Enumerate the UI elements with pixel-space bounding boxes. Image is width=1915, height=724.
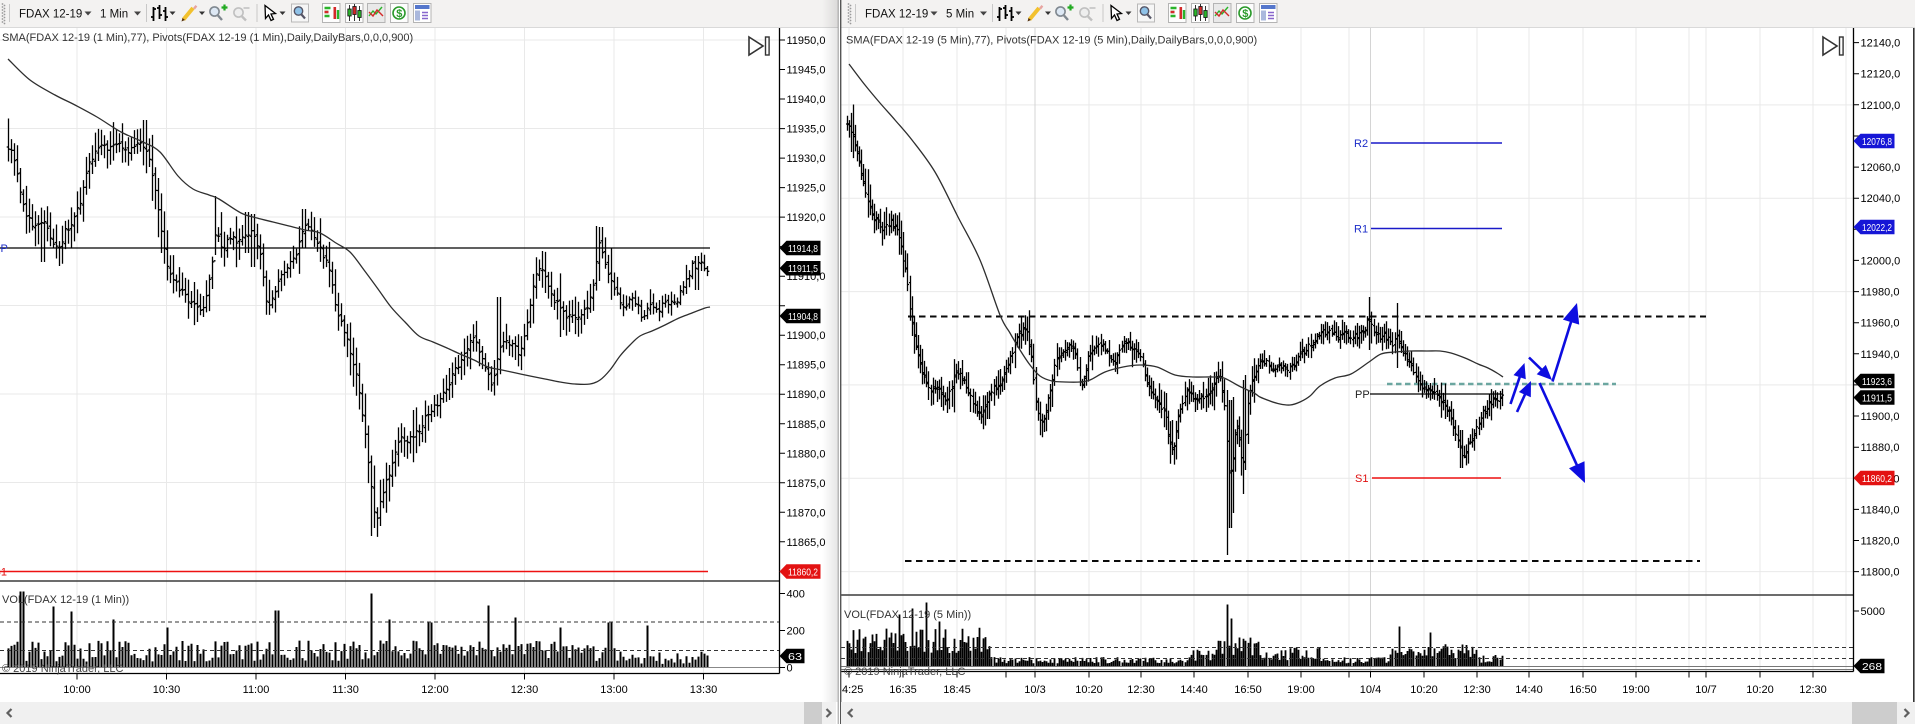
svg-text:14:40: 14:40 — [1180, 684, 1208, 696]
svg-text:PP: PP — [1355, 389, 1370, 401]
svg-text:11911,5: 11911,5 — [1862, 392, 1892, 404]
svg-text:13:30: 13:30 — [690, 684, 718, 696]
svg-text:$: $ — [1242, 8, 1248, 20]
svg-text:5 Min: 5 Min — [946, 9, 974, 21]
svg-text:VOL(FDAX 12-19 (1 Min)): VOL(FDAX 12-19 (1 Min)) — [2, 594, 129, 606]
svg-text:12060,0: 12060,0 — [1861, 162, 1901, 174]
svg-text:11950,0: 11950,0 — [787, 35, 826, 47]
svg-text:11930,0: 11930,0 — [787, 153, 826, 165]
svg-text:11820,0: 11820,0 — [1861, 536, 1900, 548]
svg-text:400: 400 — [787, 589, 805, 601]
svg-text:12076,8: 12076,8 — [1862, 136, 1892, 148]
svg-text:14:40: 14:40 — [1515, 684, 1543, 696]
svg-text:12:30: 12:30 — [511, 684, 539, 696]
svg-text:11895,0: 11895,0 — [787, 360, 826, 372]
svg-text:S1: S1 — [0, 567, 7, 579]
svg-text:11:00: 11:00 — [243, 684, 270, 696]
svg-text:VOL(FDAX 12-19 (5 Min)): VOL(FDAX 12-19 (5 Min)) — [844, 609, 971, 621]
svg-text:11911,5: 11911,5 — [788, 263, 818, 275]
svg-text:R1: R1 — [1354, 224, 1368, 236]
svg-text:11960,0: 11960,0 — [1861, 318, 1900, 330]
svg-text:11880,0: 11880,0 — [1861, 442, 1900, 454]
svg-text:12100,0: 12100,0 — [1861, 100, 1901, 112]
svg-text:11800,0: 11800,0 — [1861, 567, 1900, 579]
svg-text:© 2019 NinjaTrader, LLC: © 2019 NinjaTrader, LLC — [2, 663, 123, 675]
svg-text:11900,0: 11900,0 — [787, 330, 826, 342]
svg-text:12:30: 12:30 — [1127, 684, 1155, 696]
svg-text:11860,2: 11860,2 — [1862, 473, 1892, 485]
svg-text:11935,0: 11935,0 — [787, 124, 826, 136]
svg-text:11885,0: 11885,0 — [787, 419, 826, 431]
svg-text:11914,8: 11914,8 — [788, 243, 818, 255]
svg-text:$: $ — [396, 8, 402, 20]
svg-text:11920,0: 11920,0 — [787, 212, 826, 224]
svg-text:11865,0: 11865,0 — [787, 537, 826, 549]
svg-text:0: 0 — [787, 663, 793, 675]
svg-text:268: 268 — [1862, 661, 1882, 673]
svg-text:11875,0: 11875,0 — [787, 478, 826, 490]
svg-text:12022,2: 12022,2 — [1862, 222, 1892, 234]
svg-text:11860,2: 11860,2 — [788, 566, 818, 578]
svg-text:12040,0: 12040,0 — [1861, 193, 1901, 205]
svg-text:12120,0: 12120,0 — [1861, 69, 1901, 81]
svg-text:16:50: 16:50 — [1569, 684, 1597, 696]
svg-text:1 Min: 1 Min — [100, 9, 128, 21]
svg-text:19:00: 19:00 — [1622, 684, 1650, 696]
svg-text:11890,0: 11890,0 — [787, 389, 826, 401]
svg-text:5000: 5000 — [1861, 606, 1885, 618]
svg-text:18:45: 18:45 — [943, 684, 971, 696]
svg-text:16:35: 16:35 — [889, 684, 917, 696]
svg-text:11925,0: 11925,0 — [787, 183, 826, 195]
svg-text:11900,0: 11900,0 — [1861, 411, 1900, 423]
svg-text:P: P — [1, 243, 8, 255]
svg-text:11880,0: 11880,0 — [787, 448, 826, 460]
svg-text:12000,0: 12000,0 — [1861, 255, 1901, 267]
svg-text:12:30: 12:30 — [1799, 684, 1827, 696]
svg-text:13:00: 13:00 — [600, 684, 628, 696]
svg-text:FDAX 12-19: FDAX 12-19 — [19, 9, 82, 21]
svg-text:© 2019 NinjaTrader, LLC: © 2019 NinjaTrader, LLC — [844, 666, 965, 678]
svg-text:11904,8: 11904,8 — [788, 311, 818, 323]
svg-text:11923,6: 11923,6 — [1862, 376, 1892, 388]
svg-text:11980,0: 11980,0 — [1861, 287, 1900, 299]
svg-text:10:20: 10:20 — [1410, 684, 1438, 696]
svg-text:R2: R2 — [1354, 138, 1368, 150]
svg-text:10:20: 10:20 — [1746, 684, 1774, 696]
svg-text:11840,0: 11840,0 — [1861, 504, 1900, 516]
svg-text:10:00: 10:00 — [63, 684, 91, 696]
svg-text:10/4: 10/4 — [1360, 684, 1381, 696]
svg-text:SMA(FDAX 12-19 (5 Min),77), Pi: SMA(FDAX 12-19 (5 Min),77), Pivots(FDAX … — [846, 35, 1257, 47]
svg-text:SMA(FDAX 12-19 (1 Min),77), Pi: SMA(FDAX 12-19 (1 Min),77), Pivots(FDAX … — [2, 32, 413, 44]
svg-text:10:20: 10:20 — [1075, 684, 1103, 696]
svg-text:11940,0: 11940,0 — [787, 94, 826, 106]
svg-text:11:30: 11:30 — [332, 684, 359, 696]
svg-text:11940,0: 11940,0 — [1861, 349, 1900, 361]
svg-text:12:30: 12:30 — [1463, 684, 1491, 696]
svg-text:63: 63 — [788, 651, 802, 663]
svg-text:4:25: 4:25 — [842, 684, 863, 696]
svg-text:S1: S1 — [1355, 473, 1368, 485]
svg-text:FDAX 12-19: FDAX 12-19 — [865, 9, 928, 21]
svg-text:10/7: 10/7 — [1695, 684, 1716, 696]
svg-text:10/3: 10/3 — [1024, 684, 1045, 696]
svg-text:19:00: 19:00 — [1287, 684, 1315, 696]
svg-text:10:30: 10:30 — [153, 684, 181, 696]
svg-text:11945,0: 11945,0 — [787, 65, 826, 77]
svg-text:11870,0: 11870,0 — [787, 507, 826, 519]
svg-text:12140,0: 12140,0 — [1861, 38, 1901, 50]
svg-text:200: 200 — [787, 626, 805, 638]
svg-text:16:50: 16:50 — [1234, 684, 1262, 696]
svg-text:12:00: 12:00 — [421, 684, 449, 696]
